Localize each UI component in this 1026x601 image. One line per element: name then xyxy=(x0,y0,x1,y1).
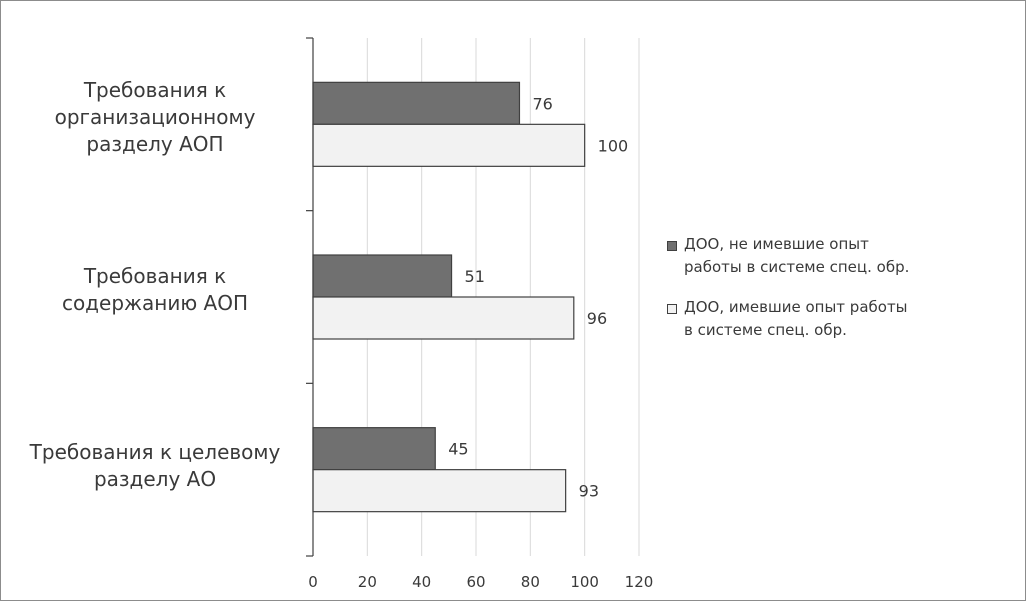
bar-series2-cat3 xyxy=(312,469,567,513)
category-label-3: Требования к целевому разделу АО xyxy=(29,440,281,491)
x-tick-label-20: 20 xyxy=(358,573,377,591)
bar-series1-cat1 xyxy=(312,81,521,125)
data-label-series2-cat1: 100 xyxy=(598,136,629,155)
data-label-series1-cat2: 51 xyxy=(465,267,485,286)
bar-series2-cat2 xyxy=(312,296,575,340)
x-tick-label-100: 100 xyxy=(570,573,599,591)
data-label-series2-cat3: 93 xyxy=(579,482,599,501)
legend-entry-no-experience: ДОО, не имевшие опыт работы в системе сп… xyxy=(664,233,1004,279)
legend-swatch-with-experience xyxy=(667,304,677,314)
category-label-2: Требования к содержанию АОП xyxy=(61,264,249,315)
bar-series2-cat1 xyxy=(312,123,586,167)
bar-series1-cat2 xyxy=(312,254,453,298)
x-tick-label-0: 0 xyxy=(308,573,318,591)
legend: ДОО, не имевшие опыт работы в системе сп… xyxy=(664,233,1004,359)
legend-swatch-no-experience xyxy=(667,241,677,251)
x-tick-label-80: 80 xyxy=(521,573,540,591)
x-tick-label-120: 120 xyxy=(625,573,654,591)
data-label-series2-cat2: 96 xyxy=(587,309,607,328)
legend-entry-with-experience: ДОО, имевшие опыт работы в системе спец.… xyxy=(664,296,1004,342)
category-label-1: Требования к организационному разделу АО… xyxy=(54,78,256,156)
data-label-series1-cat1: 76 xyxy=(532,94,552,113)
data-label-series1-cat3: 45 xyxy=(448,440,468,459)
legend-label-no-experience: ДОО, не имевшие опыт работы в системе сп… xyxy=(684,235,910,276)
x-tick-label-60: 60 xyxy=(466,573,485,591)
legend-label-with-experience: ДОО, имевшие опыт работы в системе спец.… xyxy=(684,298,908,339)
bar-series1-cat3 xyxy=(312,427,436,471)
x-tick-label-40: 40 xyxy=(412,573,431,591)
